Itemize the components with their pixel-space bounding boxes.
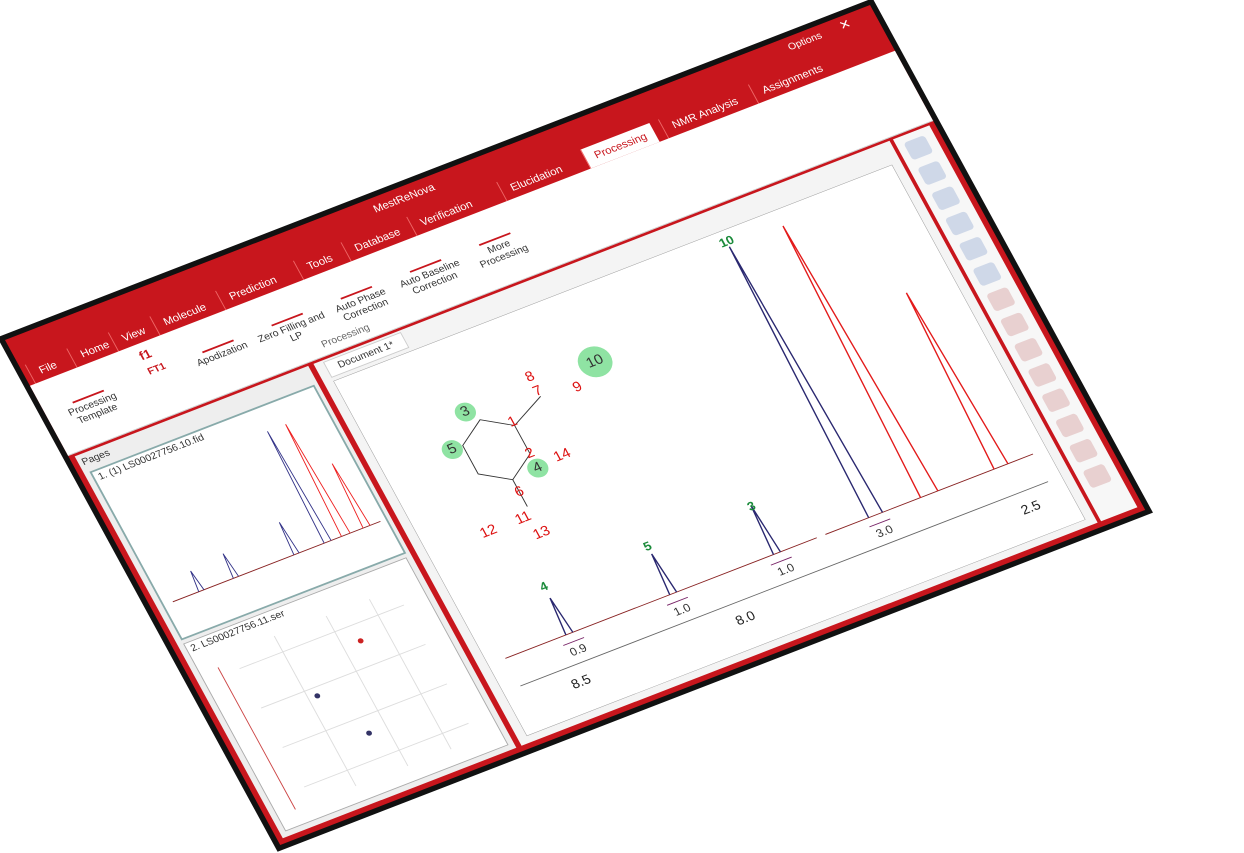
atom-label: 10: [584, 352, 607, 372]
tool-button[interactable]: [1013, 337, 1044, 363]
tool-button[interactable]: [985, 286, 1017, 312]
integral-bracket: [563, 637, 585, 646]
atom-highlight: [527, 458, 549, 478]
integral-label: 3.0: [873, 522, 896, 540]
page-thumb[interactable]: 2. LS00027756.11.ser: [183, 557, 509, 832]
thumb-spectrum: [172, 424, 381, 603]
atom-highlight: [577, 346, 613, 378]
integral-label: 0.9: [567, 641, 590, 659]
axis-tick-label: 2.5: [1018, 497, 1043, 517]
atom-label: 13: [530, 523, 553, 543]
options-button[interactable]: Options: [786, 30, 825, 53]
integral-bracket: [666, 596, 689, 606]
tool-button[interactable]: [1040, 387, 1072, 413]
tool-button[interactable]: [1068, 437, 1099, 464]
integral-bracket: [869, 518, 891, 528]
ft1-button[interactable]: FT1: [145, 361, 168, 378]
document-area: Document 1* 1 2 3 4 5 6 7 8 9 10 11 12 13 14 4 0.9 5 1.0 3…: [313, 140, 1098, 746]
tool-button[interactable]: [1054, 412, 1085, 439]
axis-tick-label: 8.0: [733, 608, 758, 628]
integral-label: 1.0: [671, 600, 694, 618]
atom-highlight: [454, 402, 477, 422]
atom-label: 12: [477, 522, 500, 542]
thumb-2d: [217, 599, 469, 810]
axis-tick-label: 8.5: [568, 672, 593, 692]
pages-panel: Pages 1. (1) LS00027756.10.fid 2. LS0002…: [74, 365, 517, 839]
tool-button[interactable]: [1027, 362, 1058, 388]
peak-label: 10: [716, 232, 737, 250]
tool-button[interactable]: [972, 261, 1003, 287]
atom-label: 14: [551, 445, 574, 465]
close-button[interactable]: ✕: [836, 16, 854, 33]
tool-button[interactable]: [917, 160, 948, 186]
tool-button[interactable]: [944, 210, 975, 237]
integral-label: 1.0: [775, 560, 798, 578]
page-thumb[interactable]: 1. (1) LS00027756.10.fid: [89, 384, 407, 641]
tool-button[interactable]: [930, 185, 962, 211]
tool-button[interactable]: [1082, 463, 1113, 489]
atom-highlight: [441, 440, 463, 460]
f1-button[interactable]: f1: [136, 346, 154, 363]
tool-button[interactable]: [903, 135, 934, 161]
atom-label: 11: [512, 509, 534, 528]
integral-bracket: [770, 556, 792, 566]
tool-button[interactable]: [958, 236, 989, 262]
app-window: MestReNova Options ✕ File Home View Molecul…: [5, 5, 1146, 845]
tool-button[interactable]: [999, 311, 1030, 338]
